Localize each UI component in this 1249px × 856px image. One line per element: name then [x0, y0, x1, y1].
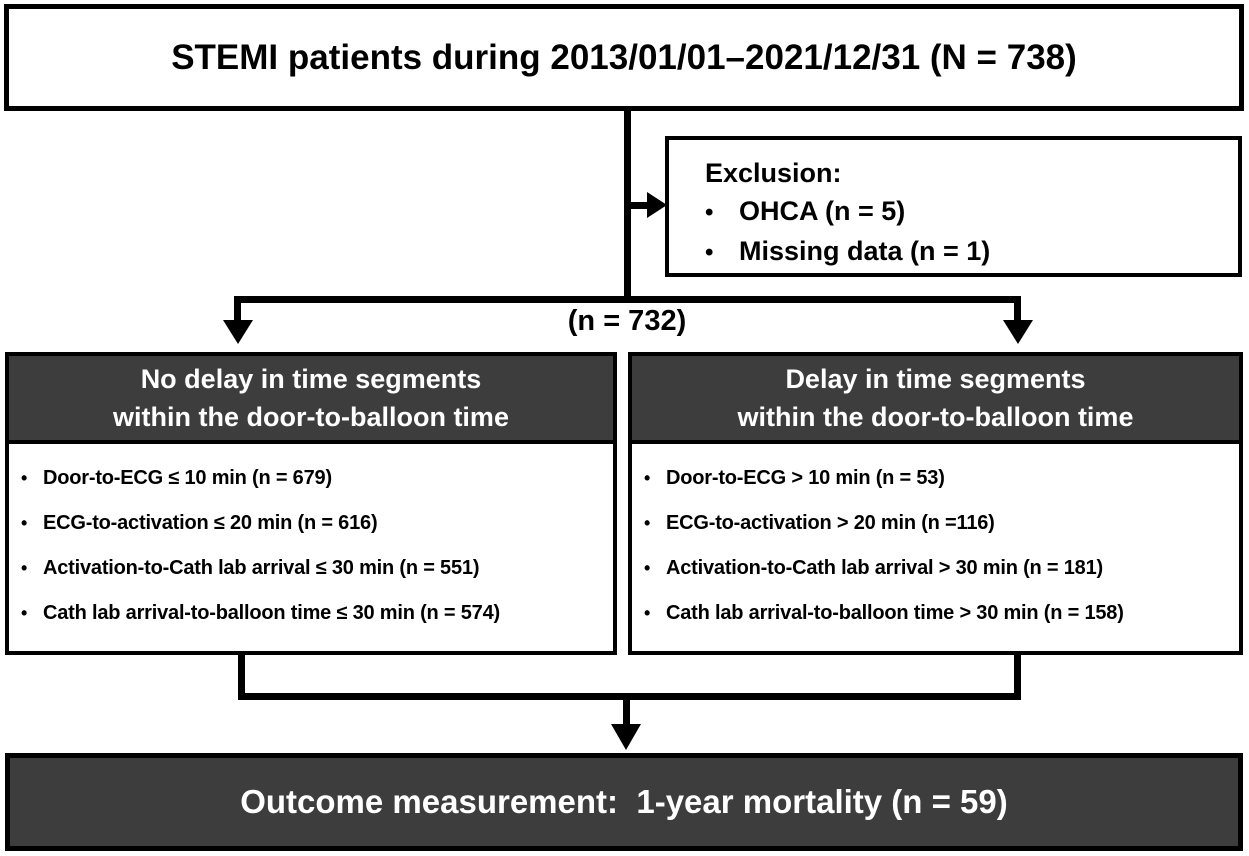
- merge-center-shaft: [623, 700, 630, 728]
- criteria-item-label: Activation-to-Cath lab arrival > 30 min …: [666, 557, 1103, 579]
- criteria-item: • Cath lab arrival-to-balloon time > 30 …: [644, 591, 1239, 636]
- no-delay-header-line2: within the door-to-balloon time: [113, 402, 509, 432]
- branch-left-shaft: [234, 296, 241, 322]
- merge-horizontal-line: [238, 693, 1021, 700]
- exclusion-item: • OHCA (n = 5): [705, 192, 1238, 232]
- criteria-item: • Door-to-ECG ≤ 10 min (n = 679): [21, 456, 613, 501]
- bullet-icon: •: [705, 239, 714, 266]
- bullet-icon: •: [705, 199, 714, 226]
- bullet-icon: •: [21, 468, 28, 488]
- exclusion-item: • Missing data (n = 1): [705, 232, 1238, 272]
- criteria-item: • ECG-to-activation > 20 min (n =116): [644, 501, 1239, 546]
- bullet-icon: •: [21, 558, 28, 578]
- criteria-item-label: Activation-to-Cath lab arrival ≤ 30 min …: [43, 557, 480, 579]
- criteria-item-label: Door-to-ECG > 10 min (n = 53): [666, 467, 945, 489]
- arrow-down-icon: [1003, 320, 1033, 344]
- criteria-item: • Activation-to-Cath lab arrival > 30 mi…: [644, 546, 1239, 591]
- criteria-item-label: Door-to-ECG ≤ 10 min (n = 679): [43, 467, 332, 489]
- delay-header: Delay in time segments within the door-t…: [632, 356, 1239, 444]
- branch-count-label: (n = 732): [567, 305, 687, 337]
- bullet-icon: •: [644, 558, 651, 578]
- merge-left-stub: [238, 655, 245, 700]
- exclusion-item-label: Missing data (n = 1): [739, 236, 991, 266]
- criteria-item: • ECG-to-activation ≤ 20 min (n = 616): [21, 501, 613, 546]
- arrow-down-icon: [611, 724, 641, 750]
- exclusion-box: Exclusion: • OHCA (n = 5) • Missing data…: [665, 136, 1242, 277]
- arrow-right-icon: [647, 192, 667, 218]
- bullet-icon: •: [21, 603, 28, 623]
- arrow-down-icon: [223, 320, 253, 344]
- connector-top-vertical: [624, 111, 631, 300]
- bullet-icon: •: [644, 603, 651, 623]
- connector-exclusion-horizontal: [631, 202, 649, 209]
- branch-horizontal-line: [234, 296, 1021, 303]
- title-box: STEMI patients during 2013/01/01–2021/12…: [4, 4, 1244, 111]
- criteria-item: • Activation-to-Cath lab arrival ≤ 30 mi…: [21, 546, 613, 591]
- criteria-item: • Door-to-ECG > 10 min (n = 53): [644, 456, 1239, 501]
- exclusion-title: Exclusion:: [705, 158, 842, 188]
- exclusion-item-label: OHCA (n = 5): [739, 196, 906, 226]
- criteria-item-label: ECG-to-activation ≤ 20 min (n = 616): [43, 512, 378, 534]
- criteria-item-label: Cath lab arrival-to-balloon time ≤ 30 mi…: [43, 602, 500, 624]
- outcome-box-label: Outcome measurement: 1-year mortality (n…: [240, 783, 1008, 820]
- delay-criteria-list: • Door-to-ECG > 10 min (n = 53) • ECG-to…: [632, 444, 1239, 636]
- outcome-box: Outcome measurement: 1-year mortality (n…: [5, 753, 1243, 851]
- bullet-icon: •: [21, 513, 28, 533]
- no-delay-header: No delay in time segments within the doo…: [9, 356, 613, 444]
- delay-box: Delay in time segments within the door-t…: [628, 352, 1243, 655]
- title-box-label: STEMI patients during 2013/01/01–2021/12…: [171, 37, 1077, 77]
- criteria-item-label: ECG-to-activation > 20 min (n =116): [666, 512, 995, 534]
- criteria-item-label: Cath lab arrival-to-balloon time > 30 mi…: [666, 602, 1124, 624]
- criteria-item: • Cath lab arrival-to-balloon time ≤ 30 …: [21, 591, 613, 636]
- delay-header-line1: Delay in time segments: [785, 364, 1086, 394]
- bullet-icon: •: [644, 513, 651, 533]
- delay-header-line2: within the door-to-balloon time: [737, 402, 1134, 432]
- branch-right-shaft: [1014, 296, 1021, 322]
- bullet-icon: •: [644, 468, 651, 488]
- no-delay-box: No delay in time segments within the doo…: [5, 352, 617, 655]
- no-delay-criteria-list: • Door-to-ECG ≤ 10 min (n = 679) • ECG-t…: [9, 444, 613, 636]
- merge-right-stub: [1014, 655, 1021, 700]
- no-delay-header-line1: No delay in time segments: [140, 364, 482, 394]
